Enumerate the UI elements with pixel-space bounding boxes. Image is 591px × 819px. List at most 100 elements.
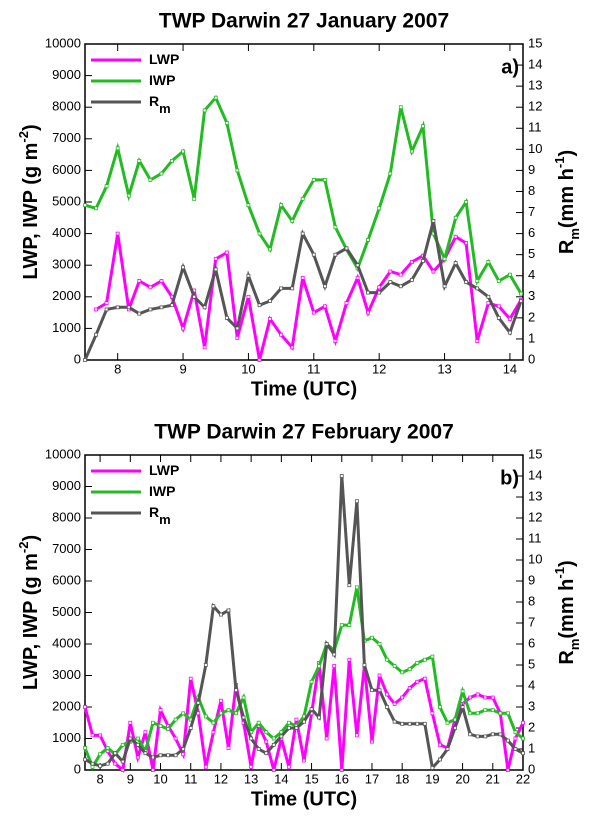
point-marker xyxy=(486,294,491,299)
point-marker xyxy=(158,724,163,728)
point-marker xyxy=(166,753,170,758)
chart-title: TWP Darwin 27 February 2007 xyxy=(154,421,454,444)
x-tick-label: 15 xyxy=(304,771,318,786)
point-marker xyxy=(105,746,110,750)
series-line xyxy=(95,233,523,361)
point-marker xyxy=(468,695,473,700)
point-marker xyxy=(173,753,178,758)
point-marker xyxy=(421,124,425,129)
label-part: R xyxy=(556,650,578,665)
point-marker xyxy=(211,604,216,609)
point-marker xyxy=(83,358,87,362)
y-tick-label: 10000 xyxy=(45,446,81,461)
point-marker xyxy=(521,736,525,741)
point-marker xyxy=(137,311,142,316)
point-marker xyxy=(398,105,403,110)
y2-tick-label: 0 xyxy=(528,351,535,366)
point-marker xyxy=(464,241,469,245)
point-marker xyxy=(438,742,442,747)
point-marker xyxy=(170,159,174,163)
point-marker xyxy=(347,583,352,588)
y2-tick-label: 14 xyxy=(528,467,542,482)
point-marker xyxy=(398,272,403,277)
y-tick-label: 2000 xyxy=(52,698,81,713)
y-tick-label: 0 xyxy=(74,761,81,776)
point-marker xyxy=(219,711,223,716)
series-line xyxy=(84,475,524,772)
point-marker xyxy=(226,608,231,613)
subscript: m xyxy=(159,512,171,527)
point-marker xyxy=(181,747,186,751)
y-axis-label: LWP, IWP (g m-2) xyxy=(16,124,42,279)
point-marker xyxy=(181,265,185,270)
y2-axis-label: Rm(mm h-1) xyxy=(552,150,582,254)
point-marker xyxy=(264,751,269,756)
point-marker xyxy=(344,246,349,251)
point-marker xyxy=(498,711,503,716)
label-part: LWP, IWP (g m xyxy=(20,553,42,690)
y2-tick-label: 1 xyxy=(528,740,535,755)
y2-tick-label: 10 xyxy=(528,551,542,566)
point-marker xyxy=(513,747,518,751)
y-tick-label: 8000 xyxy=(52,509,81,524)
point-marker xyxy=(400,670,405,675)
point-marker xyxy=(324,736,329,741)
point-marker xyxy=(226,746,231,750)
point-marker xyxy=(453,726,457,730)
point-marker xyxy=(483,734,488,739)
y-tick-label: 1000 xyxy=(52,730,81,745)
point-marker xyxy=(98,763,103,768)
point-marker xyxy=(188,726,193,730)
point-marker xyxy=(83,746,87,750)
point-marker xyxy=(468,732,473,737)
point-marker xyxy=(508,317,512,321)
point-marker xyxy=(113,751,118,756)
point-marker xyxy=(159,279,164,283)
y2-tick-label: 13 xyxy=(528,488,542,503)
point-marker xyxy=(268,317,272,321)
x-tick-label: 19 xyxy=(425,771,439,786)
point-marker xyxy=(105,761,110,766)
point-marker xyxy=(120,768,125,772)
supscript: -2 xyxy=(16,542,31,554)
point-marker xyxy=(279,286,284,291)
y-tick-label: 1000 xyxy=(52,320,81,335)
point-marker xyxy=(294,717,299,722)
point-marker xyxy=(453,261,458,265)
x-tick-label: 12 xyxy=(372,361,386,376)
y2-tick-label: 15 xyxy=(528,35,542,50)
point-marker xyxy=(257,303,262,308)
supscript: -2 xyxy=(16,131,31,143)
x-tick-label: 11 xyxy=(184,771,198,786)
point-marker xyxy=(126,193,131,198)
x-tick-label: 11 xyxy=(307,361,321,376)
point-marker xyxy=(438,705,442,709)
y-tick-label: 8000 xyxy=(52,99,81,114)
y-tick-label: 5000 xyxy=(52,193,81,208)
point-marker xyxy=(415,661,420,665)
label-part: IWP xyxy=(149,483,175,499)
label-part: ) xyxy=(20,124,42,131)
y-tick-label: 4000 xyxy=(52,225,81,240)
y-tick-label: 7000 xyxy=(52,130,81,145)
point-marker xyxy=(323,304,327,309)
point-marker xyxy=(235,335,240,340)
point-marker xyxy=(475,286,480,291)
point-marker xyxy=(377,688,382,693)
legend-label: IWP xyxy=(149,483,175,499)
point-marker xyxy=(173,736,178,741)
y-tick-label: 4000 xyxy=(52,635,81,650)
point-marker xyxy=(392,719,397,724)
point-marker xyxy=(354,585,359,590)
point-marker xyxy=(211,730,216,735)
point-marker xyxy=(181,752,186,757)
point-marker xyxy=(398,284,403,289)
x-tick-label: 10 xyxy=(153,771,167,786)
point-marker xyxy=(290,286,295,291)
y-tick-label: 9000 xyxy=(52,478,81,493)
point-marker xyxy=(475,734,480,739)
point-marker xyxy=(94,307,99,312)
point-marker xyxy=(268,247,272,252)
point-marker xyxy=(460,705,465,709)
point-marker xyxy=(519,299,523,303)
